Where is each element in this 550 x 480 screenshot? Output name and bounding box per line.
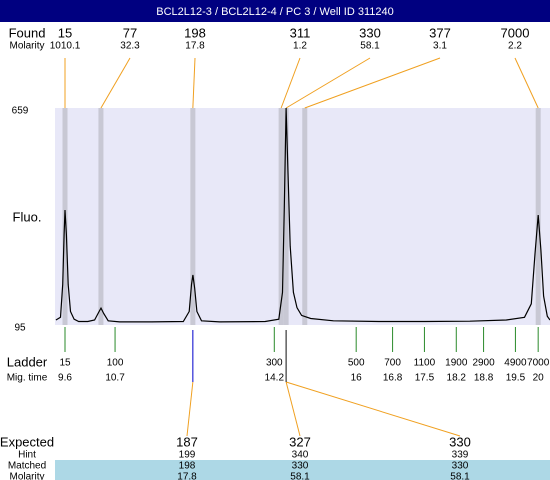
found-band	[278, 108, 284, 325]
table-cell: 199	[179, 450, 196, 461]
found-size: 15	[58, 25, 72, 40]
table-cell: 330	[449, 434, 471, 449]
molarity-header: Molarity	[9, 41, 44, 52]
ladder-size: 500	[348, 358, 365, 369]
found-leader	[285, 57, 371, 109]
table-cell: 187	[176, 434, 198, 449]
ladder-mig-time: 14.2	[265, 373, 285, 384]
found-molarity: 17.8	[185, 41, 205, 52]
ladder-mig-time: 16	[351, 373, 363, 384]
found-band	[190, 108, 196, 325]
found-leader	[100, 57, 131, 109]
ladder-mig-time: 9.6	[58, 373, 72, 384]
ladder-size: 15	[59, 358, 71, 369]
found-size: 7000	[501, 25, 530, 40]
expected-leader	[285, 381, 301, 437]
table-cell: 330	[292, 461, 309, 472]
ladder-mig-time: 18.2	[447, 373, 467, 384]
ladder-mig-time: 19.5	[506, 373, 526, 384]
y-tick-label: 659	[12, 106, 29, 117]
found-leader	[514, 57, 539, 109]
found-molarity: 58.1	[360, 41, 380, 52]
chart-title: BCL2L12-3 / BCL2L12-4 / PC 3 / Well ID 3…	[156, 6, 393, 18]
ladder-size: 1900	[445, 358, 468, 369]
ladder-mig-time: 17.5	[415, 373, 435, 384]
table-cell: 330	[452, 461, 469, 472]
highlight-rows	[55, 460, 550, 480]
table-cell: 340	[292, 450, 309, 461]
table-cell: 327	[289, 434, 311, 449]
ladder-size: 300	[266, 358, 283, 369]
ladder-mig-time: 16.8	[383, 373, 403, 384]
table-cell: 17.8	[177, 472, 197, 480]
found-header: Found	[9, 25, 46, 40]
title-bar	[0, 0, 550, 22]
mig-time-header: Mig. time	[7, 373, 48, 384]
ladder-size: 4900	[504, 358, 527, 369]
table-cell: 58.1	[290, 472, 310, 480]
table-row-label: Molarity	[9, 472, 44, 480]
found-molarity: 3.1	[433, 41, 447, 52]
ladder-size: 700	[384, 358, 401, 369]
found-size: 77	[123, 25, 137, 40]
trace	[55, 107, 550, 323]
ladder-mig-time: 18.8	[474, 373, 494, 384]
found-molarity: 1.2	[293, 41, 307, 52]
table-row-label: Matched	[8, 461, 46, 472]
found-leader	[192, 57, 196, 109]
table-cell: 58.1	[450, 472, 470, 480]
expected-leader	[186, 381, 194, 437]
found-size: 330	[359, 25, 381, 40]
found-band	[302, 108, 308, 325]
expected-leader	[285, 381, 461, 437]
y-tick-label: 95	[14, 323, 26, 334]
found-size: 377	[429, 25, 451, 40]
found-band	[98, 108, 104, 325]
ladder-size: 1100	[414, 358, 436, 369]
y-axis-label: Fluo.	[13, 209, 42, 224]
ladder-size: 7000	[527, 358, 550, 369]
ladder-size: 2900	[472, 358, 495, 369]
found-molarity: 1010.1	[50, 41, 81, 52]
found-size: 198	[184, 25, 206, 40]
found-molarity: 2.2	[508, 41, 522, 52]
table-cell: 339	[452, 450, 469, 461]
found-size: 311	[290, 25, 311, 40]
found-leader	[304, 57, 441, 109]
found-molarity: 32.3	[120, 41, 140, 52]
ladder-header: Ladder	[7, 354, 48, 369]
found-band	[283, 108, 289, 325]
table-row-label: Expected	[0, 434, 54, 449]
ladder-size: 100	[107, 358, 124, 369]
table-cell: 198	[179, 461, 196, 472]
table-row-label: Hint	[18, 450, 36, 461]
found-leader	[280, 57, 301, 109]
ladder-mig-time: 20	[533, 373, 545, 384]
ladder-mig-time: 10.7	[105, 373, 125, 384]
